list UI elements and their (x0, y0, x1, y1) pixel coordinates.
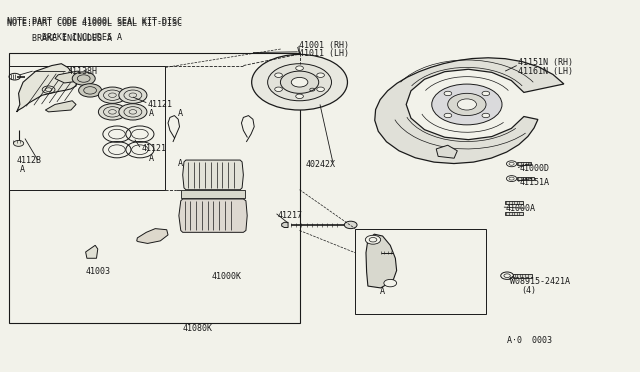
Circle shape (99, 87, 127, 103)
Polygon shape (45, 101, 76, 112)
Circle shape (79, 84, 102, 97)
Bar (9, 65, 166, 190)
Polygon shape (505, 201, 523, 204)
Circle shape (119, 87, 147, 103)
Circle shape (280, 71, 319, 93)
Text: 41001 (RH): 41001 (RH) (299, 41, 349, 50)
Text: W08915-2421A: W08915-2421A (510, 277, 570, 286)
Polygon shape (181, 190, 245, 198)
Text: (4): (4) (521, 286, 536, 295)
Polygon shape (436, 145, 458, 158)
Text: A: A (149, 109, 154, 118)
Circle shape (13, 140, 24, 146)
Circle shape (384, 279, 397, 287)
Text: 41121: 41121 (141, 144, 166, 153)
Text: BRAKE INCLUDES A: BRAKE INCLUDES A (42, 33, 122, 42)
Text: 41151N (RH): 41151N (RH) (518, 58, 573, 67)
Circle shape (317, 73, 324, 77)
Text: A: A (149, 154, 154, 163)
Polygon shape (516, 162, 531, 165)
Circle shape (296, 94, 303, 99)
Circle shape (275, 73, 282, 77)
Circle shape (275, 87, 282, 92)
Text: 41000A: 41000A (505, 204, 535, 213)
Text: 41000D: 41000D (519, 164, 549, 173)
Text: 41151A: 41151A (519, 178, 549, 187)
Text: NOTE:PART CODE 41000L SEAL KIT-DISC: NOTE:PART CODE 41000L SEAL KIT-DISC (7, 19, 182, 28)
Polygon shape (182, 160, 243, 190)
Bar (355, 229, 486, 314)
Circle shape (268, 64, 332, 101)
Circle shape (365, 235, 381, 244)
Circle shape (482, 91, 490, 96)
Circle shape (296, 66, 303, 70)
Text: A: A (20, 165, 25, 174)
Polygon shape (17, 64, 77, 112)
Circle shape (344, 221, 357, 229)
Text: A: A (178, 109, 183, 118)
Circle shape (444, 91, 452, 96)
Polygon shape (513, 274, 532, 278)
Circle shape (119, 104, 147, 120)
Text: 4112B: 4112B (17, 155, 42, 164)
Text: 41121: 41121 (148, 100, 173, 109)
Polygon shape (55, 71, 87, 83)
Polygon shape (505, 212, 523, 215)
Text: 41000K: 41000K (211, 272, 241, 281)
Text: NOTE:PART CODE 41000L SEAL KIT-DISC: NOTE:PART CODE 41000L SEAL KIT-DISC (7, 17, 182, 26)
Polygon shape (366, 234, 397, 288)
Text: A·0  0003: A·0 0003 (507, 336, 552, 345)
Circle shape (444, 113, 452, 118)
Circle shape (291, 77, 308, 87)
Polygon shape (86, 245, 98, 258)
Text: 41011 (LH): 41011 (LH) (299, 49, 349, 58)
Circle shape (432, 84, 502, 125)
Text: 41161N (LH): 41161N (LH) (518, 67, 573, 76)
Text: 41003: 41003 (86, 267, 111, 276)
Polygon shape (282, 222, 288, 228)
Polygon shape (137, 229, 168, 243)
Polygon shape (179, 199, 247, 232)
Circle shape (448, 93, 486, 116)
Circle shape (317, 87, 324, 92)
Text: 40242X: 40242X (306, 160, 336, 169)
Text: 41217: 41217 (277, 211, 302, 220)
Circle shape (252, 54, 348, 110)
Text: 41138H: 41138H (68, 67, 98, 76)
Text: A: A (380, 287, 385, 296)
Text: A: A (178, 159, 183, 168)
Circle shape (482, 113, 490, 118)
Text: BRAKE INCLUDES A: BRAKE INCLUDES A (7, 34, 112, 43)
Polygon shape (375, 58, 564, 164)
Circle shape (99, 104, 127, 120)
Circle shape (72, 72, 95, 85)
Text: 41080K: 41080K (182, 324, 212, 333)
Circle shape (458, 99, 476, 110)
Polygon shape (516, 177, 534, 180)
Bar (9, 52, 300, 323)
